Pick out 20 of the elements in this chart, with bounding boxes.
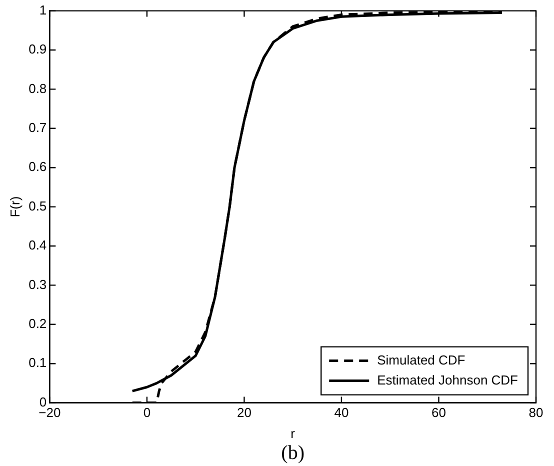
y-tick-label: 0.6 <box>28 159 47 174</box>
y-tick-label: 0.8 <box>28 80 47 96</box>
y-tick-label: 0.7 <box>28 120 47 135</box>
y-tick-label: 1 <box>39 2 47 18</box>
y-tick-label: 0.5 <box>28 198 47 214</box>
x-tick-label: 60 <box>432 405 446 420</box>
legend-label: Estimated Johnson CDF <box>377 372 518 388</box>
x-tick-label: 40 <box>334 405 349 420</box>
x-tick-label: 0 <box>143 405 151 420</box>
x-axis-title: r <box>290 426 296 441</box>
y-tick-label: 0.2 <box>28 316 47 331</box>
y-tick-label: 0.9 <box>28 42 47 57</box>
y-tick-label: 0.1 <box>28 355 47 370</box>
legend-label: Simulated CDF <box>377 352 466 368</box>
x-tick-label: 20 <box>236 405 252 420</box>
text: (b) <box>281 442 304 464</box>
y-tick-label: 0.3 <box>28 276 47 292</box>
y-tick-label: 0.4 <box>28 238 47 253</box>
y-axis-title: F(r) <box>7 196 22 218</box>
x-tick-label: 80 <box>528 405 544 420</box>
